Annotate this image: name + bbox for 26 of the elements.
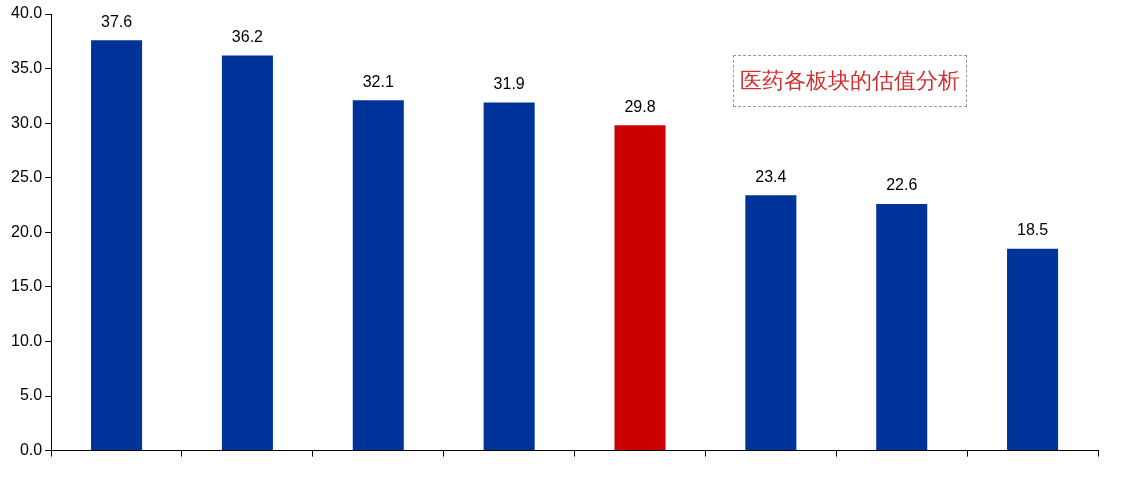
y-tick-label: 5.0 <box>19 386 43 404</box>
data-label: 22.6 <box>886 176 918 194</box>
text: 医药各板块的估值分析 <box>733 55 967 107</box>
data-label: 31.9 <box>493 74 525 92</box>
data-label: 18.5 <box>1017 221 1049 239</box>
bar <box>483 102 535 451</box>
y-tick-label: 0.0 <box>19 441 43 459</box>
bar <box>91 40 143 451</box>
bar <box>1007 248 1059 451</box>
bar <box>745 195 797 451</box>
data-label: 23.4 <box>755 167 787 185</box>
y-tick-label: 35.0 <box>11 58 43 76</box>
y-tick-label: 40.0 <box>11 4 43 22</box>
bar <box>614 125 666 451</box>
y-tick-label: 30.0 <box>11 113 43 131</box>
y-tick-label: 10.0 <box>11 331 43 349</box>
bar <box>352 100 404 451</box>
y-tick-label: 25.0 <box>11 168 43 186</box>
data-label: 32.1 <box>362 72 394 90</box>
bar <box>876 203 928 451</box>
y-tick-label: 20.0 <box>11 222 43 240</box>
y-tick-label: 15.0 <box>11 277 43 295</box>
data-label: 36.2 <box>231 27 264 45</box>
data-label: 29.8 <box>624 97 656 115</box>
data-label: 37.6 <box>101 12 133 30</box>
bar <box>221 55 273 451</box>
